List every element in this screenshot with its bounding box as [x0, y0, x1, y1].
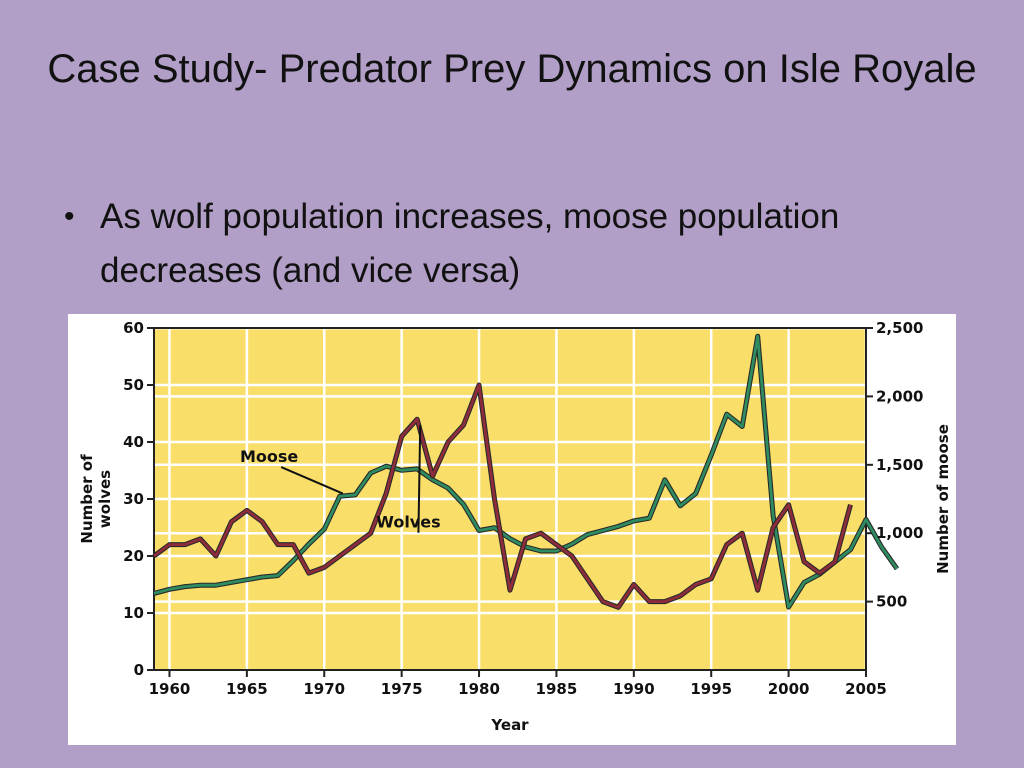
- bullet-dot-icon: •: [64, 200, 75, 233]
- y-right-tick-label: 1,500: [876, 456, 923, 474]
- y-left-axis-title-line2: wolves: [96, 470, 114, 528]
- bullet-list: • As wolf population increases, moose po…: [60, 190, 980, 298]
- y-right-axis-title: Number of moose: [934, 424, 952, 574]
- wolves-series-label: Wolves: [376, 513, 440, 532]
- x-tick-label: 1985: [536, 680, 578, 698]
- x-tick-label: 1970: [303, 680, 345, 698]
- bullet-text: As wolf population increases, moose popu…: [100, 197, 840, 290]
- bullet-item: • As wolf population increases, moose po…: [60, 190, 980, 298]
- wolves-line: [153, 383, 852, 609]
- y-left-tick-label: 20: [123, 547, 144, 565]
- y-left-tick-label: 40: [123, 433, 144, 451]
- x-tick-label: 1990: [613, 680, 655, 698]
- y-right-tick-label: 2,500: [876, 319, 923, 337]
- x-tick-label: 2000: [768, 680, 810, 698]
- y-left-axis-title-line1: Number of: [78, 454, 96, 544]
- y-left-tick-label: 0: [134, 661, 144, 679]
- chart-container: 1960 1965 1970 1975 1980 1985 1990 1995 2000 2005…: [68, 314, 956, 745]
- y-left-tick-label: 50: [123, 376, 144, 394]
- slide-title: Case Study- Predator Prey Dynamics on Is…: [47, 47, 977, 91]
- x-tick-label: 1975: [381, 680, 423, 698]
- y-left-tick-label: 30: [123, 490, 144, 508]
- y-right-tick-label: 500: [876, 593, 907, 611]
- y-left-tick-label: 60: [123, 319, 144, 337]
- axes: [147, 327, 873, 677]
- series-lines: [152, 333, 900, 610]
- y-left-tick-label: 10: [123, 604, 144, 622]
- x-tick-label: 2005: [845, 680, 887, 698]
- x-tick-label: 1960: [149, 680, 191, 698]
- x-tick-label: 1965: [226, 680, 268, 698]
- predator-prey-chart: 1960 1965 1970 1975 1980 1985 1990 1995 2000 2005…: [78, 319, 952, 734]
- y-right-tick-label: 2,000: [876, 387, 923, 405]
- y-right-tick-label: 1,000: [876, 524, 923, 542]
- x-tick-label: 1995: [690, 680, 732, 698]
- x-axis-title: Year: [490, 716, 529, 734]
- wolves-leader-line: [417, 424, 422, 533]
- moose-series-label: Moose: [240, 447, 298, 466]
- labels: 1960 1965 1970 1975 1980 1985 1990 1995 2000 2005…: [78, 319, 952, 734]
- x-tick-label: 1980: [458, 680, 500, 698]
- moose-leader-line: [280, 466, 344, 495]
